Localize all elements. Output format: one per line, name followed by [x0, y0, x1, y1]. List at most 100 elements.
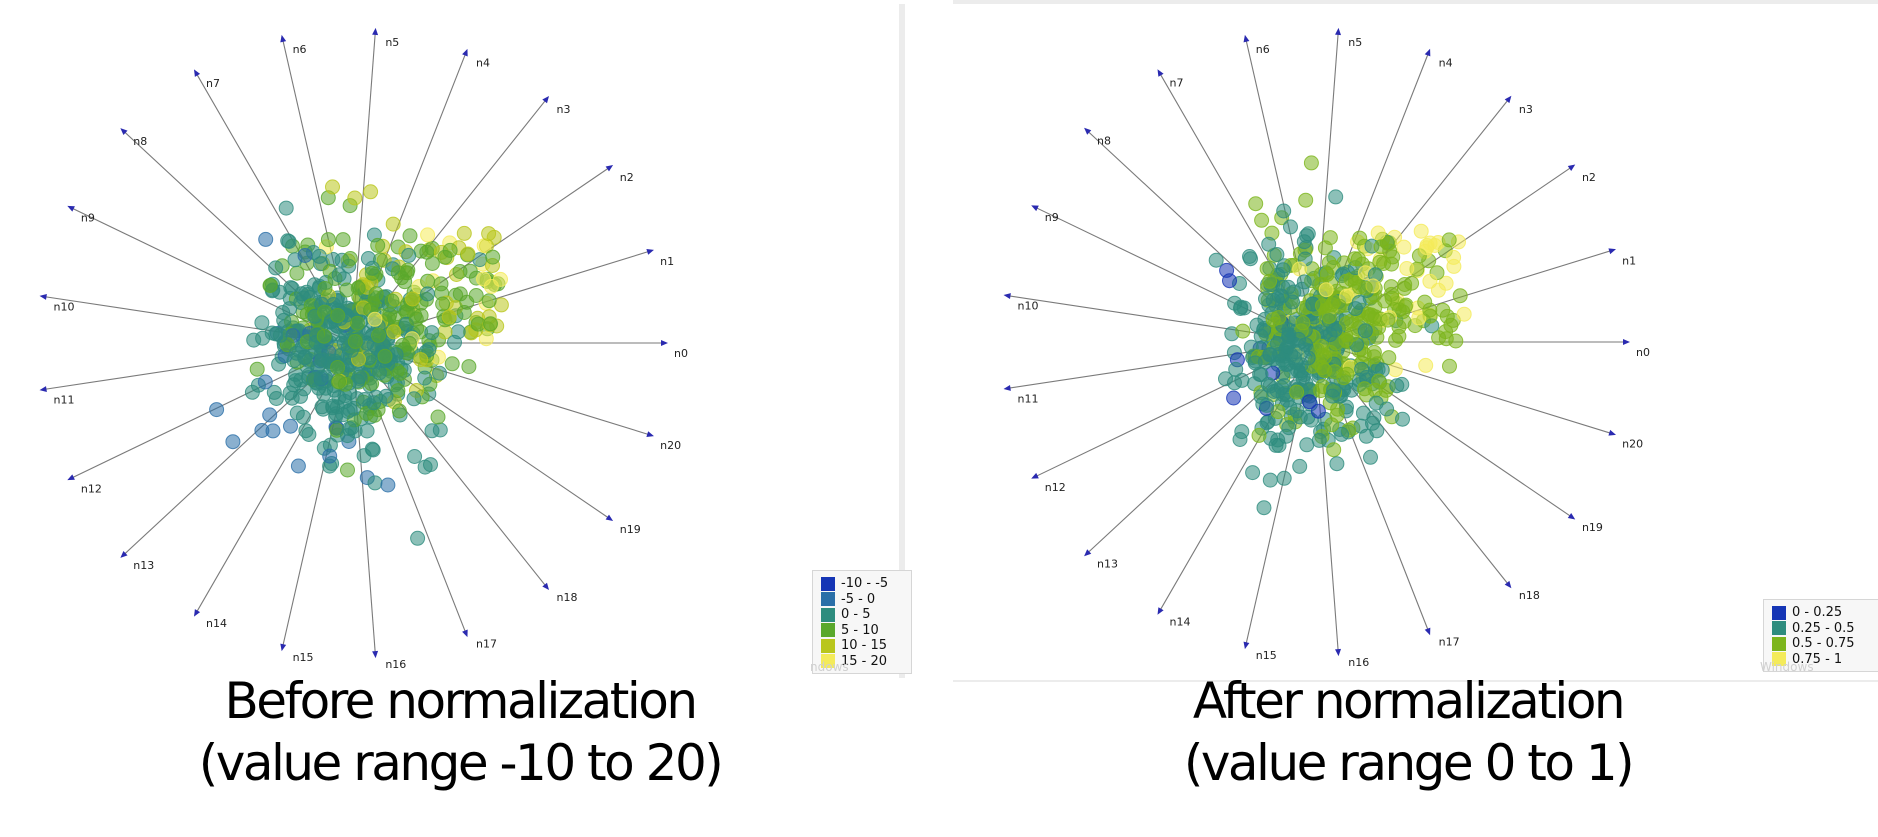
- data-point: [468, 288, 484, 303]
- data-point: [430, 409, 446, 425]
- data-point: [424, 325, 440, 341]
- legend-entry: 10 - 15: [821, 638, 905, 654]
- data-point: [1326, 442, 1342, 458]
- data-point: [1373, 239, 1389, 255]
- anchor-label: n19: [1582, 521, 1603, 534]
- data-point: [1295, 315, 1311, 331]
- anchor-marker: [1623, 339, 1630, 345]
- data-point: [401, 335, 417, 351]
- data-point: [390, 265, 406, 281]
- data-point: [444, 356, 460, 372]
- legend-label: 0.25 - 0.5: [1792, 620, 1855, 636]
- data-point: [1422, 273, 1438, 289]
- data-point: [1276, 203, 1292, 219]
- data-point: [265, 423, 281, 439]
- data-point: [1446, 249, 1462, 265]
- data-point: [406, 391, 422, 407]
- data-point: [1226, 390, 1242, 406]
- anchor-marker: [372, 27, 379, 36]
- chart-after-normalization: n0 n1 n2 n3 n4 n5 n6 n7 n8 n9 n10 n11 n12 n13 n14 n15 n1…: [953, 0, 1878, 682]
- data-point: [1300, 350, 1316, 366]
- data-point: [1247, 355, 1263, 371]
- data-point: [382, 307, 398, 323]
- data-point: [391, 403, 407, 419]
- data-point: [1389, 378, 1405, 394]
- data-point: [380, 477, 396, 493]
- data-point: [225, 434, 241, 450]
- anchor-marker: [542, 95, 550, 104]
- data-point: [1292, 409, 1308, 425]
- data-point: [316, 328, 332, 344]
- legend-swatch: [821, 623, 835, 638]
- data-point: [1441, 232, 1457, 248]
- legend-swatch: [1772, 621, 1786, 636]
- data-point: [322, 448, 338, 464]
- data-point: [1292, 261, 1308, 277]
- data-point: [1258, 291, 1273, 307]
- data-point: [1261, 236, 1277, 252]
- data-point: [289, 405, 305, 421]
- data-point: [1334, 426, 1350, 442]
- anchor-label: n12: [81, 482, 102, 495]
- data-point: [401, 247, 417, 263]
- legend-entry: 0 - 5: [821, 607, 905, 623]
- data-point: [441, 309, 457, 325]
- anchor-label: n11: [53, 394, 74, 407]
- panel-border: [899, 4, 905, 678]
- data-point: [1328, 189, 1344, 205]
- data-point: [378, 388, 394, 404]
- data-point: [1396, 280, 1412, 296]
- data-point: [392, 365, 408, 381]
- data-point: [316, 386, 332, 402]
- data-point: [359, 406, 375, 421]
- anchor-marker: [1243, 641, 1250, 650]
- data-point: [420, 286, 435, 302]
- data-point: [370, 237, 386, 253]
- data-point: [1418, 357, 1434, 373]
- data-point: [1251, 427, 1267, 443]
- data-point: [1292, 458, 1308, 474]
- data-point: [209, 402, 225, 418]
- data-point: [1298, 192, 1314, 208]
- data-point: [1456, 306, 1472, 322]
- data-point: [278, 200, 294, 216]
- radviz-plot-after: n0 n1 n2 n3 n4 n5 n6 n7 n8 n9 n10 n11 n12 n13 n14 n15 n1…: [1003, 27, 1650, 669]
- data-point: [1435, 302, 1451, 318]
- anchor-marker: [1157, 607, 1164, 615]
- panel-border: [953, 680, 1878, 682]
- data-point: [1357, 280, 1373, 296]
- data-point: [371, 327, 386, 343]
- anchor-marker: [646, 249, 654, 255]
- anchor-marker: [280, 34, 287, 43]
- data-point: [1391, 328, 1407, 344]
- data-point: [452, 264, 468, 279]
- anchor-marker: [1335, 648, 1342, 657]
- anchor-marker: [1504, 580, 1512, 589]
- data-point: [244, 384, 260, 400]
- legend-label: -10 - -5: [841, 576, 889, 592]
- data-point: [485, 249, 501, 265]
- data-point: [1351, 295, 1367, 310]
- os-watermark: Windows: [1760, 660, 1814, 674]
- data-point: [314, 352, 330, 368]
- data-point: [456, 305, 472, 320]
- data-point: [1322, 230, 1338, 246]
- data-point: [1354, 361, 1370, 377]
- anchor-label: n7: [206, 77, 220, 90]
- data-point: [447, 334, 462, 350]
- anchor-label: n18: [557, 591, 578, 604]
- data-point: [342, 251, 358, 266]
- data-point: [298, 423, 314, 439]
- data-point: [347, 190, 363, 206]
- data-point: [1357, 323, 1373, 339]
- anchor-label: n14: [206, 617, 227, 630]
- data-point: [1317, 349, 1333, 365]
- legend-label: 5 - 10: [841, 622, 879, 638]
- data-point: [331, 267, 347, 283]
- legend-entry: 0.75 - 1: [1772, 652, 1872, 668]
- legend-label: 0 - 0.25: [1792, 605, 1843, 621]
- data-point: [408, 311, 424, 327]
- data-point: [478, 331, 494, 347]
- data-point: [1363, 449, 1378, 465]
- anchor-label: n9: [81, 212, 95, 225]
